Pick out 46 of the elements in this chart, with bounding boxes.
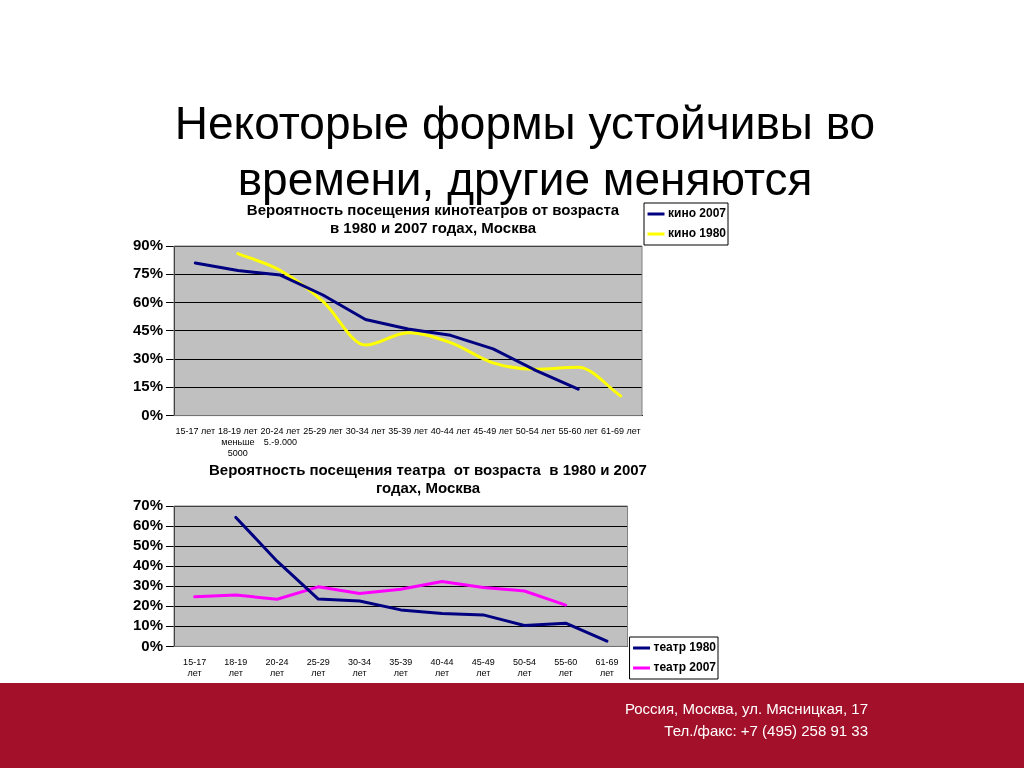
- x-tick-label: 25-29 лет: [306, 657, 330, 679]
- y-tick-label: 70%: [132, 496, 164, 514]
- x-tick-label: 18-19 лет: [224, 657, 248, 679]
- y-tick-label: 15%: [132, 377, 164, 395]
- y-tick-label: 75%: [132, 264, 164, 282]
- chart-title: Вероятность посещения театра от возраста в 1980 и 2007 годах, Москва: [209, 461, 647, 497]
- y-tick-label: 10%: [132, 616, 164, 634]
- x-tick-label: 50-54 лет: [515, 426, 556, 437]
- x-tick-label: 20-24 лет 5.-9.000: [260, 426, 301, 448]
- legend-label: кино 1980: [668, 226, 727, 241]
- x-tick-label: 50-54 лет: [512, 657, 536, 679]
- x-tick-label: 45-49 лет: [471, 657, 495, 679]
- x-tick-label: 35-39 лет: [388, 426, 428, 437]
- x-tick-label: 61-69 лет: [595, 657, 619, 679]
- y-tick-label: 0%: [141, 405, 164, 423]
- x-tick-label: 40-44 лет: [430, 426, 471, 437]
- text: Тел./факс: +7 (495) 258 91 33: [664, 722, 868, 739]
- x-tick-label: 25-29 лет: [303, 426, 343, 437]
- x-tick-label: 61-69 лет: [600, 426, 641, 437]
- legend-label: кино 2007: [668, 206, 727, 221]
- line-series: [236, 252, 623, 398]
- legend-label: театр 1980: [653, 640, 717, 655]
- x-tick-label: 35-39 лет: [389, 657, 413, 679]
- x-tick-label: 30-34 лет: [345, 426, 386, 437]
- y-tick-label: 60%: [132, 516, 164, 534]
- x-tick-label: 15-17 лет: [183, 657, 207, 679]
- x-tick-label: 18-19 лет меньше 5000: [218, 426, 258, 459]
- x-tick-label: 55-60 лет: [558, 426, 598, 437]
- y-tick-label: 0%: [141, 636, 164, 654]
- y-tick-label: 90%: [132, 236, 164, 254]
- x-tick-label: 20-24 лет: [265, 657, 289, 679]
- y-tick-label: 30%: [132, 576, 164, 594]
- text: Россия, Москва, ул. Мясницкая, 17: [624, 700, 868, 717]
- y-tick-label: 50%: [132, 536, 164, 554]
- text: Некоторые формы устойчивы во времени, другие меняются: [173, 96, 877, 205]
- x-tick-label: 40-44 лет: [430, 657, 454, 679]
- y-tick-label: 60%: [132, 292, 164, 310]
- y-tick-label: 45%: [132, 320, 164, 338]
- x-tick-label: 55-60 лет: [554, 657, 578, 679]
- y-tick-label: 40%: [132, 556, 164, 574]
- x-tick-label: 15-17 лет: [175, 426, 216, 437]
- x-tick-label: 30-34 лет: [348, 657, 372, 679]
- legend-label: театр 2007: [653, 660, 717, 675]
- y-tick-label: 20%: [132, 596, 164, 614]
- x-tick-label: 45-49 лет: [473, 426, 513, 437]
- y-tick-label: 30%: [132, 349, 164, 367]
